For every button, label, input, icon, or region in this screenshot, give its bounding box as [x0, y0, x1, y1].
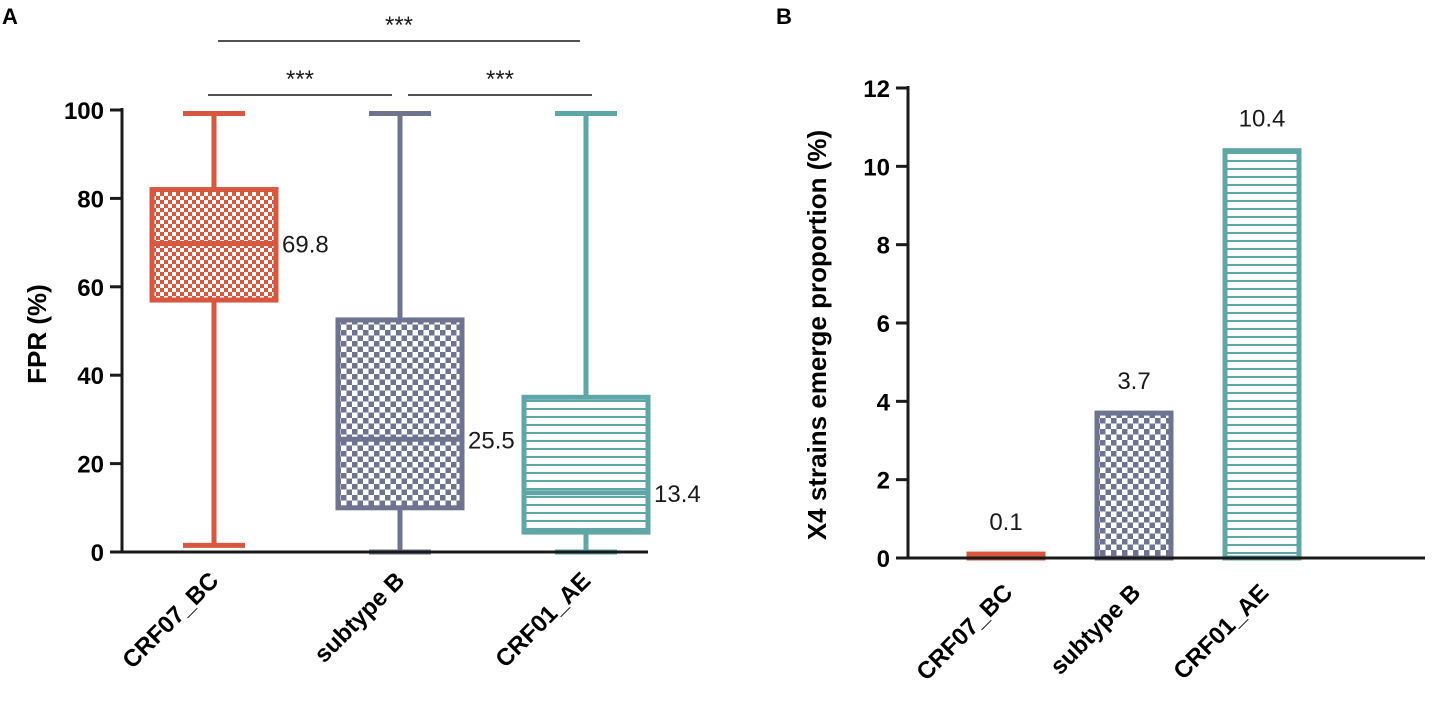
panel-a-y-axis-label: FPR (%) [22, 284, 52, 384]
panel-letter-b: B [776, 4, 792, 29]
panel-a-box-1: 25.5 [335, 111, 515, 555]
panel-b-bar-2: 10.4 [1222, 106, 1302, 561]
panel-b-x-tick-label: subtype B [1045, 579, 1146, 680]
panel-b-x-tick-label: CRF01_AE [1168, 579, 1274, 685]
box-median-label: 25.5 [468, 427, 515, 454]
panel-a-y-tick-label: 40 [77, 363, 104, 390]
panel-b-bar-chart: X4 strains emerge proportion (%) 0.1 3.7 1… [802, 76, 1425, 686]
panel-a-x-tick-label: subtype B [309, 567, 410, 668]
bar [1222, 148, 1302, 561]
bar-value-label: 3.7 [1117, 368, 1150, 395]
significance-label: *** [486, 66, 514, 93]
box-median-label: 13.4 [654, 481, 701, 508]
panel-a-y-tick-label: 80 [77, 186, 104, 213]
bar-value-label: 0.1 [989, 509, 1022, 536]
panel-b-bar-1: 3.7 [1094, 368, 1174, 561]
panel-b-x-tick-label: CRF07_BC [911, 579, 1018, 686]
box-iqr [521, 394, 651, 535]
panel-a-box-2: 13.4 [521, 111, 701, 555]
panel-b-y-axis-label: X4 strains emerge proportion (%) [802, 130, 832, 540]
panel-b-y-tick-label: 4 [877, 389, 891, 416]
panel-b-y-tick-label: 8 [877, 233, 890, 260]
panel-a-y-tick-label: 60 [77, 275, 104, 302]
panel-letter-a: A [2, 4, 18, 29]
panel-a-box-plot: FPR (%) 69.8 25.5 13.4 0 20 40 60 80 100 CRF07_B… [22, 12, 701, 674]
panel-a-y-tick-label: 0 [91, 540, 104, 567]
panel-a-x-tick-label: CRF01_AE [490, 567, 596, 673]
panel-a-box-0: 69.8 [149, 111, 329, 548]
panel-b-y-tick-label: 12 [863, 76, 890, 103]
significance-label: *** [286, 66, 314, 93]
panel-b-y-tick-label: 10 [863, 154, 890, 181]
panel-a-y-tick-label: 100 [64, 98, 104, 125]
panel-b-y-tick-label: 2 [877, 468, 890, 495]
panel-a-y-tick-label: 20 [77, 452, 104, 479]
panel-a-x-tick-label: CRF07_BC [117, 567, 224, 674]
bar [1094, 410, 1174, 561]
panel-b-y-tick-label: 0 [877, 546, 890, 573]
box-iqr [335, 317, 465, 511]
box-median-label: 69.8 [282, 231, 329, 258]
bar-value-label: 10.4 [1239, 106, 1286, 133]
panel-b-y-tick-label: 6 [877, 311, 890, 338]
significance-label: *** [385, 12, 413, 39]
panel-b-bar-0: 0.1 [966, 509, 1046, 561]
